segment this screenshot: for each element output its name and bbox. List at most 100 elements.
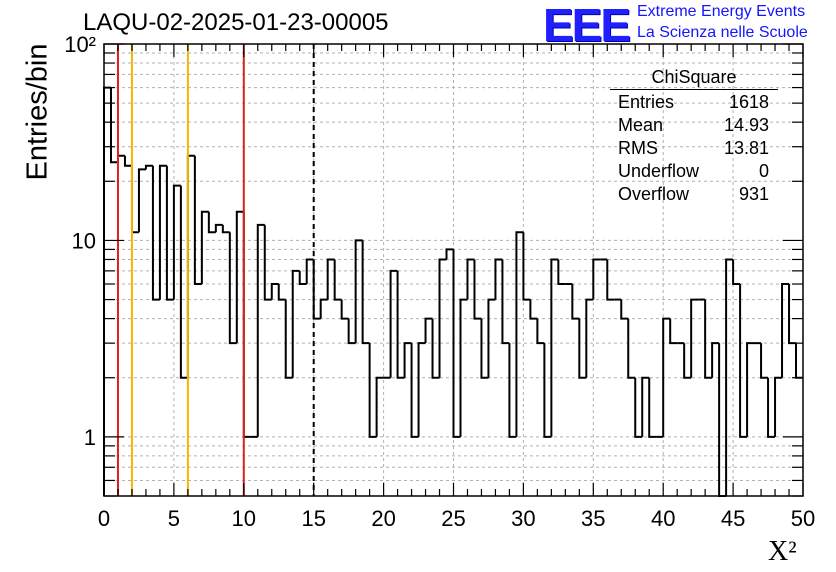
histogram-bin [116, 154, 125, 163]
histogram-bin [403, 342, 412, 378]
histogram-bin [704, 299, 713, 379]
histogram-bin [606, 259, 615, 301]
histogram-bin [543, 343, 552, 438]
stats-row-mean: Mean 14.93 [610, 114, 778, 137]
histogram-bin [529, 299, 538, 320]
histogram-bin [186, 154, 195, 378]
histogram-bin [683, 343, 692, 379]
histogram-bin [774, 376, 783, 437]
histogram-bin [396, 270, 405, 379]
histogram-bin [578, 318, 587, 379]
histogram-bin [480, 318, 489, 379]
histogram-bin [326, 258, 335, 300]
histogram-bin [361, 240, 370, 345]
histogram-bin [452, 249, 461, 438]
histogram-bin [627, 318, 636, 379]
histogram-bin [662, 317, 671, 437]
histogram-bin [151, 165, 160, 301]
histogram-bin [172, 184, 181, 300]
histogram-bin [103, 86, 111, 496]
histogram-bin [438, 258, 447, 378]
histogram-bin [690, 298, 699, 378]
stats-row-entries: Entries 1618 [610, 91, 778, 114]
histogram-bin [669, 318, 678, 345]
histogram-title: LAQU-02-2025-01-23-00005 [83, 9, 389, 36]
histogram-bin [291, 269, 300, 378]
histogram-bin [746, 342, 755, 437]
histogram-bin [193, 155, 202, 286]
stats-value: 13.81 [723, 138, 769, 158]
histogram-bin [767, 377, 776, 438]
histogram-bin [389, 269, 398, 378]
stats-box: ChiSquare Entries 1618 Mean 14.93 RMS 13… [610, 67, 778, 206]
logo-line-2: La Scienza nelle Scuole [637, 24, 808, 41]
histogram-bin [711, 342, 720, 378]
histogram-bin [557, 259, 566, 286]
histogram-bin [550, 258, 559, 437]
x-tick-label: 40 [651, 506, 675, 531]
histogram-bin [144, 164, 153, 170]
histogram-bin [256, 223, 265, 437]
histogram-bin [501, 259, 510, 345]
histogram-bin [347, 318, 356, 345]
histogram-bin [165, 165, 174, 301]
x-tick-label: 25 [441, 506, 465, 531]
histogram-bin [319, 298, 328, 319]
histogram-bin [760, 343, 769, 379]
x-tick-label: 30 [511, 506, 535, 531]
histogram-bin [214, 223, 223, 233]
histogram-bin [718, 343, 727, 497]
stats-value: 0 [758, 161, 769, 181]
histogram-bin [200, 210, 209, 285]
vertical-markers [116, 44, 315, 496]
histogram-bin [522, 232, 531, 301]
histogram-bin [340, 299, 349, 320]
histogram-bin [725, 258, 734, 496]
histogram-bin [536, 318, 545, 345]
histogram-bin [123, 155, 132, 167]
histogram-bin [508, 343, 517, 438]
stats-value: 931 [738, 184, 769, 204]
stats-value: 1618 [728, 92, 769, 112]
stats-row-overflow: Overflow 931 [610, 183, 778, 206]
x-tick-label: 0 [98, 506, 110, 531]
histogram-bin [158, 164, 167, 300]
stats-label: Underflow [618, 161, 700, 181]
histogram-bin [515, 231, 524, 437]
x-axis-label: X² [768, 536, 797, 567]
y-tick-label: 10² [64, 32, 96, 57]
histogram-bin [473, 259, 482, 320]
histogram-bin [585, 298, 594, 378]
histogram-bin [277, 284, 286, 301]
histogram-bin [431, 318, 440, 379]
histogram-bin [207, 211, 216, 234]
histogram-bin [781, 283, 790, 378]
histogram-bin [459, 298, 468, 437]
stats-label: Entries [618, 92, 675, 112]
histogram-bin [354, 239, 363, 344]
histogram-bin [333, 259, 342, 301]
histogram-bin [270, 283, 279, 300]
histogram-bin [571, 284, 580, 320]
stats-label: Overflow [618, 184, 690, 204]
histogram-bin [242, 211, 251, 438]
histogram-bin [305, 258, 314, 285]
histogram-bin [410, 343, 419, 438]
x-tick-label: 45 [721, 506, 745, 531]
x-tick-label: 35 [581, 506, 605, 531]
histogram-bin [592, 258, 601, 300]
eee-logo: EEE [543, 0, 631, 51]
histogram-bin [179, 185, 188, 379]
x-tick-label: 20 [371, 506, 395, 531]
histogram-bin [494, 258, 503, 300]
histogram-bin [417, 342, 426, 437]
y-tick-label: 10 [72, 228, 96, 253]
histogram-bin [298, 270, 307, 286]
histogram-bin [620, 299, 629, 320]
histogram-bin [137, 168, 146, 233]
histogram-bin [795, 343, 803, 379]
histogram-bin [228, 232, 237, 345]
histogram-bin [375, 376, 384, 437]
stats-value: 14.93 [723, 115, 769, 135]
